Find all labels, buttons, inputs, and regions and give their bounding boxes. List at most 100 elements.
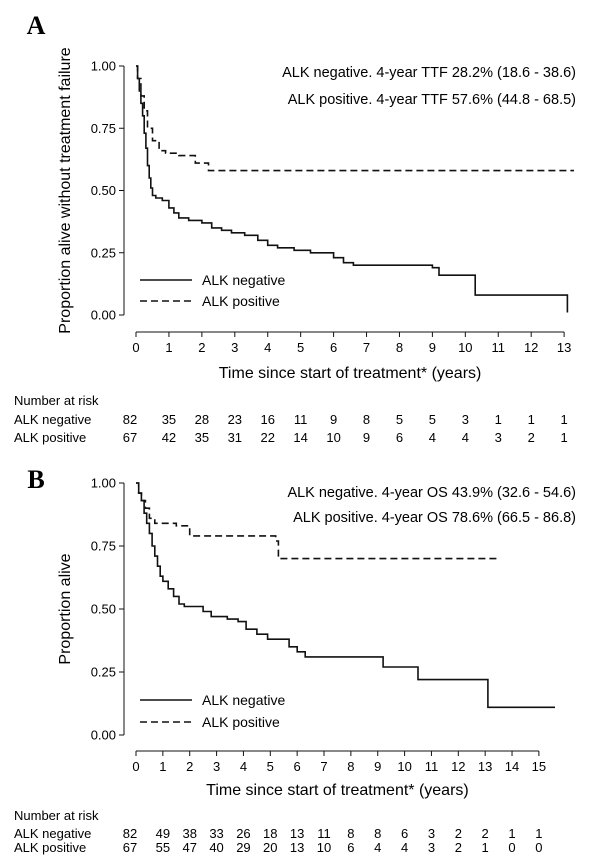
risk-count: 4: [401, 840, 408, 855]
risk-count: 82: [123, 826, 137, 841]
risk-count: 0: [508, 840, 515, 855]
y-tick-label: 1.00: [91, 476, 116, 491]
risk-count: 9: [330, 412, 337, 427]
risk-count: 1: [561, 412, 568, 427]
annotation: ALK negative. 4-year TTF 28.2% (18.6 - 3…: [282, 65, 576, 81]
y-tick-label: 0.50: [91, 602, 116, 617]
risk-count: 55: [156, 840, 170, 855]
risk-count: 5: [396, 412, 403, 427]
panel-letter: B: [27, 465, 44, 494]
x-tick-label: 10: [458, 340, 472, 355]
risk-count: 42: [162, 430, 176, 445]
series-line-alk-positive: [136, 65, 574, 172]
risk-count: 40: [209, 840, 223, 855]
risk-count: 5: [429, 412, 436, 427]
risk-count: 6: [396, 430, 403, 445]
x-tick-label: 5: [267, 759, 274, 774]
legend-label: ALK negative: [202, 692, 285, 708]
y-tick-label: 0.25: [91, 665, 116, 680]
x-tick-label: 10: [397, 759, 411, 774]
risk-count: 3: [462, 412, 469, 427]
risk-count: 31: [228, 430, 242, 445]
risk-count: 1: [528, 412, 535, 427]
risk-count: 2: [528, 430, 535, 445]
risk-count: 67: [123, 430, 137, 445]
risk-count: 2: [482, 826, 489, 841]
risk-count: 6: [401, 826, 408, 841]
x-tick-label: 8: [347, 759, 354, 774]
x-tick-label: 7: [363, 340, 370, 355]
risk-count: 11: [317, 826, 331, 841]
risk-count: 8: [374, 826, 381, 841]
x-tick-label: 13: [557, 340, 571, 355]
panel-letter: A: [27, 11, 46, 40]
risk-count: 4: [462, 430, 469, 445]
x-tick-label: 14: [505, 759, 519, 774]
annotation: ALK positive. 4-year OS 78.6% (66.5 - 86…: [293, 510, 576, 526]
x-tick-label: 11: [425, 759, 439, 774]
risk-count: 35: [195, 430, 209, 445]
risk-count: 67: [123, 840, 137, 855]
risk-count: 4: [429, 430, 436, 445]
risk-row-label: ALK positive: [14, 430, 86, 445]
risk-count: 1: [561, 430, 568, 445]
x-tick-label: 8: [396, 340, 403, 355]
risk-count: 26: [236, 826, 250, 841]
risk-count: 22: [260, 430, 274, 445]
legend-label: ALK positive: [202, 714, 280, 730]
risk-count: 35: [162, 412, 176, 427]
y-axis-title: Proportion alive without treatment failu…: [57, 47, 74, 333]
risk-count: 47: [182, 840, 196, 855]
x-tick-label: 13: [478, 759, 492, 774]
x-tick-label: 4: [240, 759, 247, 774]
x-tick-label: 1: [165, 340, 172, 355]
risk-count: 2: [455, 840, 462, 855]
y-tick-label: 0.25: [91, 245, 116, 260]
risk-count: 11: [294, 412, 308, 427]
x-tick-label: 6: [294, 759, 301, 774]
annotation: ALK positive. 4-year TTF 57.6% (44.8 - 6…: [288, 92, 576, 108]
risk-count: 3: [495, 430, 502, 445]
panel-b: B0.000.250.500.751.000 1 2 3 4 5 6 7 8 9 10 11 12 13 1…: [14, 465, 576, 855]
risk-count: 1: [482, 840, 489, 855]
x-tick-label: 7: [320, 759, 327, 774]
series-line-alk-positive: [136, 482, 499, 560]
risk-count: 29: [236, 840, 250, 855]
x-tick-label: 5: [297, 340, 304, 355]
risk-count: 10: [326, 430, 340, 445]
x-tick-label: 2: [186, 759, 193, 774]
risk-row-label: ALK positive: [14, 840, 86, 855]
risk-count: 16: [260, 412, 274, 427]
risk-count: 33: [209, 826, 223, 841]
x-axis-title: Time since start of treatment* (years): [206, 782, 469, 799]
x-tick-label: 6: [330, 340, 337, 355]
x-tick-label: 3: [231, 340, 238, 355]
risk-count: 23: [228, 412, 242, 427]
y-tick-label: 0.75: [91, 539, 116, 554]
risk-count: 28: [195, 412, 209, 427]
legend-label: ALK negative: [202, 272, 285, 288]
risk-count: 1: [495, 412, 502, 427]
x-tick-label: 1: [159, 759, 166, 774]
risk-count: 3: [428, 840, 435, 855]
risk-count: 1: [535, 826, 542, 841]
risk-count: 20: [263, 840, 277, 855]
y-tick-label: 0.50: [91, 183, 116, 198]
panel-a: A0.000.250.500.751.000 1 2 3 4 5 6 7 8 9 10 11 12 13P…: [14, 11, 576, 445]
risk-count: 18: [263, 826, 277, 841]
risk-count: 4: [374, 840, 381, 855]
legend-label: ALK positive: [202, 293, 280, 309]
risk-count: 13: [290, 840, 304, 855]
risk-count: 49: [156, 826, 170, 841]
y-tick-label: 0.75: [91, 121, 116, 136]
risk-count: 13: [290, 826, 304, 841]
y-tick-label: 1.00: [91, 59, 116, 74]
x-tick-label: 2: [198, 340, 205, 355]
risk-count: 8: [347, 826, 354, 841]
x-tick-label: 0: [132, 340, 139, 355]
risk-count: 10: [317, 840, 331, 855]
x-tick-label: 3: [213, 759, 220, 774]
risk-count: 0: [535, 840, 542, 855]
risk-table-header: Number at risk: [14, 808, 99, 823]
